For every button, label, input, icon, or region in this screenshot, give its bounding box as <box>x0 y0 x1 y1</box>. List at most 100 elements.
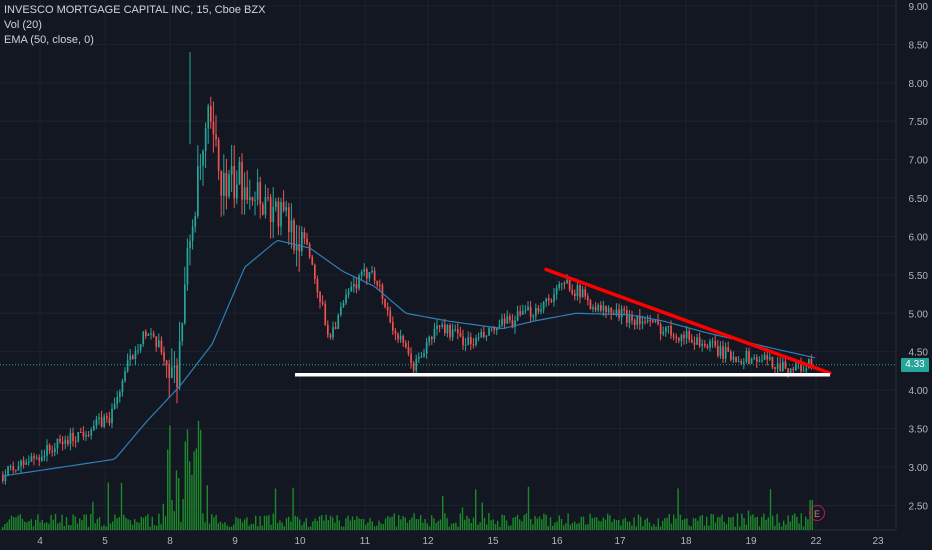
volume-bar <box>699 516 701 530</box>
candle-body <box>683 334 685 339</box>
volume-bar <box>57 523 59 530</box>
volume-bar <box>136 521 138 530</box>
volume-bar <box>662 520 664 530</box>
volume-bar <box>681 519 684 530</box>
candle-body <box>529 306 532 317</box>
candle-body <box>139 344 142 351</box>
candle-body <box>457 329 459 333</box>
y-tick-label: 2.50 <box>909 501 929 512</box>
candle-body <box>316 278 319 293</box>
volume-bar <box>329 515 332 530</box>
candle-body <box>176 365 178 388</box>
candle-body <box>121 380 124 393</box>
earnings-event-marker[interactable]: E <box>809 505 825 521</box>
y-tick-label: 9.00 <box>909 2 929 13</box>
candle-body <box>152 333 155 337</box>
volume-bar <box>728 517 730 530</box>
candle-body <box>324 303 327 325</box>
candle-body <box>436 325 438 330</box>
volume-bar <box>675 518 677 530</box>
y-tick-label: 4.50 <box>909 348 929 359</box>
candle-body <box>451 329 454 338</box>
candle-body <box>540 309 542 312</box>
volume-bar <box>417 519 420 530</box>
candle-body <box>358 275 360 289</box>
candle-body <box>789 368 792 374</box>
candle-body <box>462 336 464 346</box>
volume-bar <box>769 489 772 530</box>
volume-bar <box>472 517 475 530</box>
candle-body <box>407 347 410 354</box>
candle-body <box>301 232 303 252</box>
candle-body <box>337 315 340 329</box>
candle-body <box>267 197 269 199</box>
volume-bar <box>580 516 582 530</box>
volume-bar <box>778 522 780 530</box>
volume-bar <box>613 519 615 530</box>
candle-body <box>100 417 103 427</box>
candle-body <box>756 357 758 362</box>
candle-body <box>347 291 350 295</box>
volume-bar <box>424 519 426 530</box>
volume-bar <box>582 516 585 530</box>
candle-body <box>431 336 433 340</box>
volume-bar <box>316 521 318 530</box>
candle-body <box>626 310 628 323</box>
candle-body <box>158 340 160 347</box>
candle-body <box>763 354 766 360</box>
volume-bar <box>406 522 409 530</box>
volume-bar <box>609 515 611 530</box>
volume-bar <box>668 514 670 530</box>
candle-body <box>649 320 652 322</box>
volume-bar <box>598 520 600 530</box>
volume-bar <box>615 520 618 530</box>
volume-bar <box>651 526 653 530</box>
candle-body <box>483 332 485 337</box>
volume-bar <box>371 521 373 530</box>
candle-body <box>532 316 535 318</box>
candle-body <box>137 350 139 352</box>
volume-bar <box>17 515 19 530</box>
volume-bar <box>402 516 404 530</box>
volume-bar <box>554 522 556 530</box>
volume-bar <box>39 522 41 530</box>
volume-bar <box>805 516 807 530</box>
volume-bar <box>138 522 140 530</box>
candle-body <box>688 331 691 340</box>
candle-body <box>511 320 514 328</box>
volume-bar <box>96 519 98 530</box>
candle-body <box>199 165 202 167</box>
volume-bar <box>211 514 213 530</box>
volume-bar <box>791 515 794 530</box>
candle-body <box>376 280 379 286</box>
volume-bar <box>142 517 145 530</box>
volume-bar <box>391 516 393 530</box>
volume-bar <box>351 516 354 530</box>
candle-body <box>191 226 194 241</box>
volume-bar <box>710 513 712 530</box>
candle-body <box>561 283 563 285</box>
candle-body <box>108 418 111 424</box>
volume-bar <box>602 517 604 530</box>
candle-body <box>280 202 282 227</box>
volume-bar <box>483 517 486 530</box>
candle-body <box>467 337 470 345</box>
volume-bar <box>545 514 547 530</box>
volume-bar <box>41 519 43 530</box>
volume-bar <box>285 518 288 530</box>
candle-body <box>501 318 503 326</box>
volume-bar <box>629 521 631 530</box>
candle-body <box>243 187 246 200</box>
volume-bar <box>439 519 442 530</box>
volume-bar <box>679 514 681 530</box>
volume-bar <box>230 526 233 530</box>
candle-body <box>610 307 613 314</box>
volume-bar <box>481 502 483 530</box>
volume-bar <box>807 519 809 530</box>
candle-body <box>493 326 496 331</box>
candle-body <box>397 333 399 340</box>
volume-bar <box>15 517 17 530</box>
candle-body <box>306 238 308 245</box>
candle-body <box>745 350 748 363</box>
